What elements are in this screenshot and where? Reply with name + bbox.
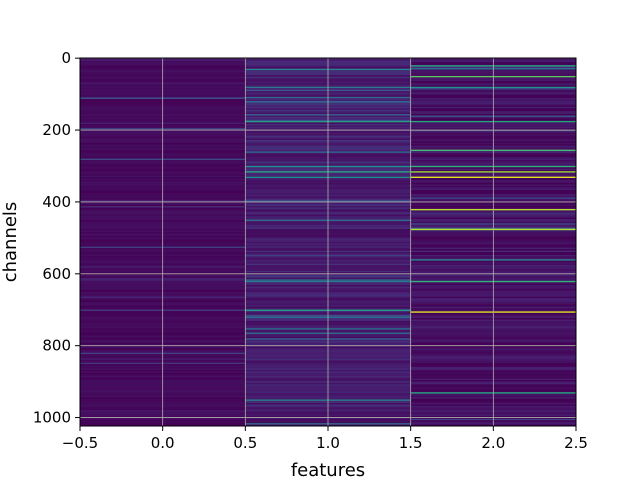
x-axis-label: features	[291, 460, 365, 480]
grid-lines	[80, 58, 576, 426]
y-tick-label: 1000	[33, 409, 71, 427]
x-tick-label: 1.0	[316, 434, 340, 452]
x-tick-label: 2.5	[564, 434, 588, 452]
y-tick-label: 200	[42, 121, 71, 139]
x-tick-label: 0.0	[151, 434, 175, 452]
x-tick-label: 2.0	[481, 434, 505, 452]
y-axis-label: channels	[0, 202, 21, 283]
x-tick-label: 1.5	[399, 434, 423, 452]
x-axis: −0.5 0.0 0.5 1.0 1.5 2.0 2.5	[62, 426, 588, 452]
y-tick-label: 400	[42, 193, 71, 211]
x-tick-label: 0.5	[233, 434, 257, 452]
x-tick-label: −0.5	[62, 434, 98, 452]
y-tick-label: 800	[42, 337, 71, 355]
y-axis: 0 200 400 600 800 1000	[33, 49, 80, 427]
y-tick-label: 600	[42, 265, 71, 283]
y-tick-label: 0	[61, 49, 71, 67]
